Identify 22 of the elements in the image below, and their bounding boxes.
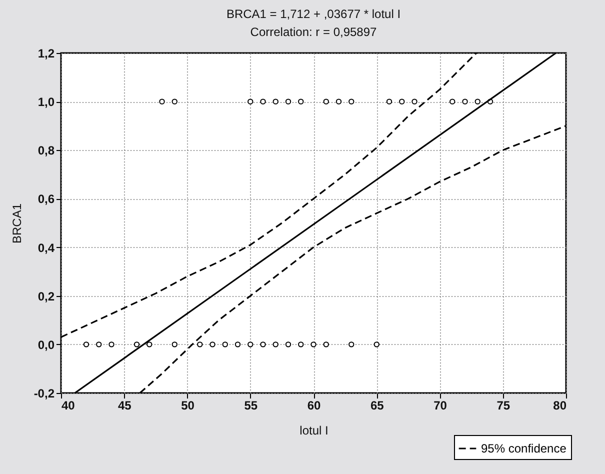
y-tick-label: 1,2 bbox=[38, 46, 55, 60]
x-tick-label: 80 bbox=[553, 398, 567, 412]
y-tick-label: -0,2 bbox=[34, 386, 55, 400]
y-tick-label: 0,6 bbox=[38, 192, 55, 206]
x-tick-label: 70 bbox=[434, 398, 448, 412]
legend-label: 95% confidence bbox=[481, 442, 567, 456]
x-tick-label: 75 bbox=[496, 398, 510, 412]
x-tick-label: 60 bbox=[307, 398, 321, 412]
x-tick-label: 45 bbox=[118, 398, 132, 412]
y-tick-label: 0,0 bbox=[38, 338, 55, 352]
x-tick-label: 65 bbox=[370, 398, 384, 412]
chart-title: BRCA1 = 1,712 + ,03677 * lotul I bbox=[226, 7, 401, 21]
y-tick-label: 0,8 bbox=[38, 144, 55, 158]
x-tick-label: 55 bbox=[244, 398, 258, 412]
x-tick-label: 50 bbox=[181, 398, 195, 412]
y-tick-label: 0,4 bbox=[38, 240, 55, 255]
y-tick-label: 1,0 bbox=[38, 95, 55, 110]
x-tick-label: 40 bbox=[62, 398, 76, 412]
x-axis-title: lotul I bbox=[300, 424, 328, 438]
y-tick-label: 0,2 bbox=[38, 289, 55, 304]
chart-subtitle: Correlation: r = 0,95897 bbox=[250, 25, 378, 39]
y-axis-title: BRCA1 bbox=[10, 203, 24, 244]
